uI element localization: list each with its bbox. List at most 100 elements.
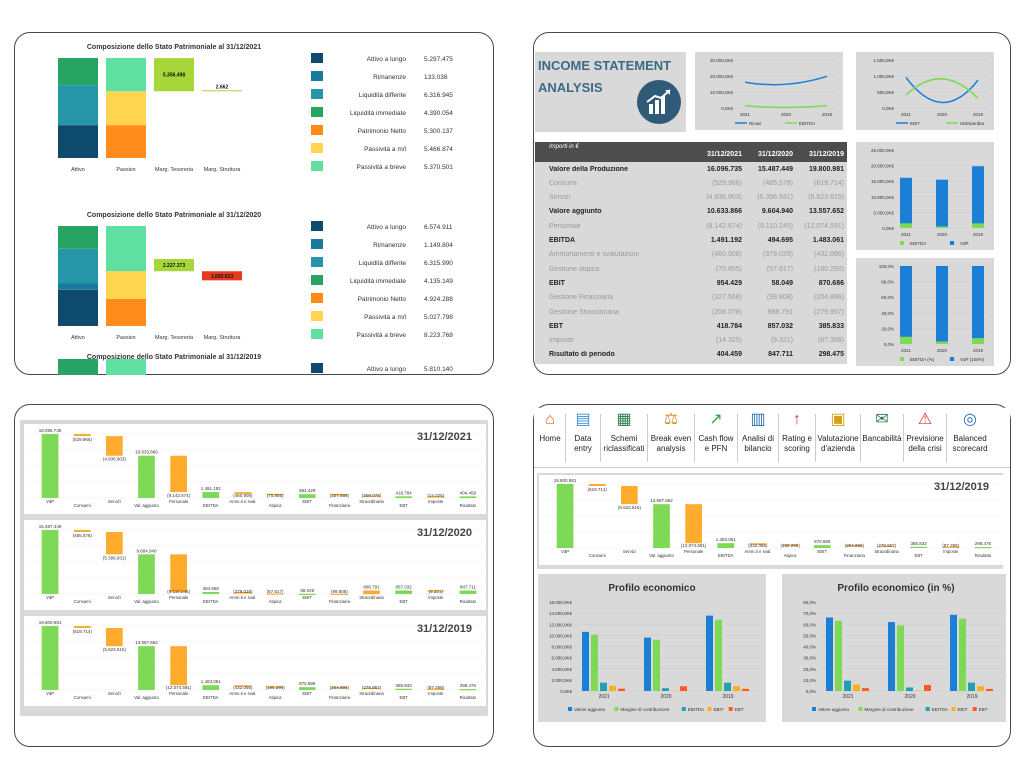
table-row: Personale (9.142.674) (9.110.245) (12.074.5…	[535, 219, 847, 233]
bar-ebit	[977, 686, 984, 691]
bar-segment	[106, 359, 146, 375]
waterfall-bar	[138, 646, 155, 690]
waterfall-bar	[202, 685, 220, 690]
legend-label: EBT	[735, 707, 744, 712]
ribbon-button-crisis[interactable]: ⚠ Previsione della crisi	[905, 410, 945, 466]
legend-value: 5.466.874	[424, 146, 453, 153]
bar-marg-tesoreria	[154, 58, 194, 92]
tick-label: 70,0%	[803, 611, 816, 616]
year-col-2021: 31/12/2021	[706, 151, 742, 158]
category-label: Amm.ti e sval.	[744, 549, 771, 554]
category-label: Straordinaria	[359, 691, 384, 696]
category-label: Personale	[684, 549, 704, 554]
category-label: VdP	[46, 691, 54, 696]
ribbon-button-schemi[interactable]: ▦ Schemi riclassificati	[602, 410, 646, 466]
table-row: EBT 418.784 857.032 385.833	[535, 319, 847, 333]
waterfall-bar	[73, 530, 91, 533]
table-row: Valore aggiunto 10.633.866 9.604.940 13.557…	[535, 205, 847, 219]
legend-label: EBITDA	[910, 241, 926, 246]
data-label: 857.032	[396, 584, 413, 589]
data-label: (12.074.591)	[166, 685, 192, 690]
cell-value: (9.110.245)	[757, 222, 793, 230]
row-label: Valore aggiunto	[549, 208, 602, 216]
data-label: (208.078)	[362, 493, 382, 498]
bar-ebitda	[900, 336, 912, 344]
tick-label: 16.000,0K€	[549, 600, 573, 605]
waterfall-bar	[621, 486, 638, 505]
ribbon-button-rating[interactable]: ↑ Rating e scoring	[780, 410, 814, 466]
axis-label: Attivo	[71, 167, 85, 173]
cell-value: 857.032	[767, 322, 793, 330]
ribbon-button-home[interactable]: ⌂ Home	[536, 410, 564, 466]
data-label: 16.096.735	[39, 428, 62, 433]
category-label: Consumi	[74, 599, 91, 604]
data-label: (4.936.903)	[103, 457, 127, 462]
data-label: (204.896)	[845, 543, 865, 548]
legend-label: EBITDA	[932, 707, 948, 712]
waterfall-bar	[942, 546, 960, 548]
ribbon-separator	[737, 414, 738, 462]
ribbon-label: Analisi di bilancio	[741, 434, 774, 453]
legend-value: 6.574.911	[424, 224, 453, 231]
cell-value: (87.358)	[817, 337, 844, 345]
legend-label: Liquidità differite	[359, 92, 407, 99]
ribbon-label: Break even analysis	[650, 434, 692, 453]
x-tick: 2019	[973, 232, 984, 237]
ribbon-button-valuation[interactable]: ▣ Valutazione d'azienda	[817, 410, 859, 466]
legend-label: Attivo a lungo	[367, 56, 407, 63]
legend-label: EBIT	[910, 121, 920, 126]
ribbon-button-data-entry[interactable]: ▤ Data entry	[567, 410, 599, 466]
x-tick: 2020	[904, 694, 915, 700]
x-tick: 2021	[901, 112, 912, 117]
balance-sheet-charts: Composizione dello Stato Patrimoniale al…	[58, 44, 453, 375]
category-label: Amm.ti e sval.	[229, 691, 256, 696]
mini-chart-bg	[856, 142, 994, 250]
ribbon-button-scale[interactable]: ⚖ Break even analysis	[649, 410, 693, 466]
legend-label: EBITDA	[688, 707, 704, 712]
ribbon-label: Schemi riclassificati	[603, 434, 645, 453]
x-tick: 2021	[842, 694, 853, 700]
bar-ebitda	[936, 341, 948, 344]
tick-label: 60,0%	[881, 295, 894, 300]
legend-label: VdP	[960, 241, 969, 246]
bar-valore-aggiunto	[950, 614, 957, 691]
table-row: Ammortamenti e svalutazioni (460.908) (379…	[535, 248, 847, 262]
cell-value: (208.078)	[712, 308, 742, 316]
bar-ebit	[609, 685, 616, 691]
data-label: (5.396.931)	[103, 555, 127, 560]
ribbon-label: Balanced scorecard	[952, 434, 988, 453]
waterfall-date: 31/12/2021	[417, 431, 472, 443]
ribbon-button-scorecard[interactable]: ◎ Balanced scorecard	[948, 410, 992, 466]
category-label: Servizi	[108, 691, 121, 696]
category-label: Personale	[169, 499, 189, 504]
category-label: Atipica	[269, 503, 283, 508]
legend-value: 6.315.990	[424, 260, 453, 267]
legend-swatch	[311, 125, 323, 135]
x-tick: 2020	[937, 112, 948, 117]
cell-value: 494.695	[767, 237, 793, 244]
waterfall-date: 31/12/2019	[417, 623, 472, 635]
cell-value: 385.833	[818, 322, 844, 330]
bar-segment	[106, 125, 146, 158]
ribbon-button-cashflow[interactable]: ↗ Cash flow e PFN	[696, 410, 736, 466]
crisis-icon: ⚠	[917, 411, 933, 428]
ribbon-separator	[778, 414, 779, 462]
legend-label: Ricavi	[749, 121, 761, 126]
category-label: Risultato	[975, 553, 992, 558]
ribbon-button-analysis[interactable]: ▥ Analisi di bilancio	[739, 410, 777, 466]
waterfall-bar	[685, 504, 702, 544]
scorecard-icon: ◎	[963, 411, 977, 428]
legend-label: Margine di contribuzione	[865, 707, 915, 712]
bar-ebitda	[662, 688, 669, 691]
bar-ebitda	[972, 223, 984, 228]
legend-label: Liquidità immediate	[350, 110, 406, 117]
legend-label: Patrimonio Netto	[358, 296, 407, 303]
waterfall-bar	[41, 530, 59, 594]
data-label: 1.491.192	[201, 486, 222, 491]
tick-label: 20,0%	[881, 326, 894, 331]
category-label: Risultato	[460, 695, 477, 700]
waterfall-bar	[363, 495, 380, 497]
x-tick: 2021	[901, 348, 912, 353]
row-label: Servizi	[549, 194, 571, 202]
ribbon-button-bank[interactable]: ✉ Bancabilità	[862, 410, 902, 466]
